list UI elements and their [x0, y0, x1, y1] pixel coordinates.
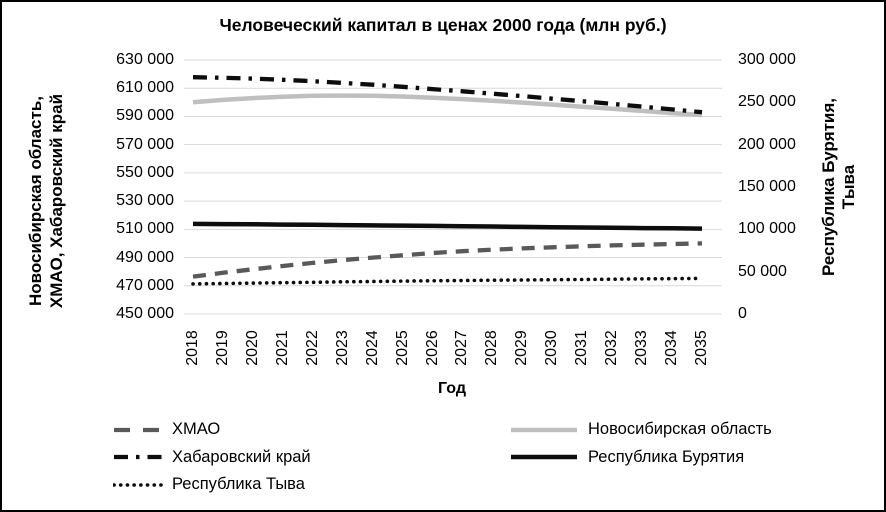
- left-axis-title: Новосибирская область, ХМАО, Хабаровский…: [26, 93, 66, 309]
- right-axis-tick: 50 000: [738, 262, 787, 280]
- x-axis-tick: 2027: [453, 330, 471, 366]
- legend-marker-respublika-buryatia: [511, 454, 577, 460]
- x-axis-tick: 2035: [693, 330, 710, 366]
- legend-label: Республика Тыва: [172, 475, 305, 493]
- legend-label: Хабаровский край: [172, 447, 311, 466]
- right-axis-tick: 200 000: [738, 135, 796, 153]
- left-axis-tick: 590 000: [116, 107, 174, 125]
- x-axis-tick: 2024: [363, 330, 381, 366]
- legend-marker-khabarovskiy-kray: [114, 454, 162, 460]
- chart-title: Человеческий капитал в ценах 2000 года (…: [219, 15, 667, 35]
- legend-label: ХМАО: [172, 420, 221, 438]
- x-axis-tick: 2023: [333, 330, 351, 366]
- legend-marker-novosibirskaya-oblast: [511, 427, 577, 432]
- series-line-respublika-buryatia: [192, 221, 703, 231]
- legend-item-respublika-tyva: Республика Тыва: [113, 471, 305, 498]
- left-axis-tick: 450 000: [116, 305, 174, 322]
- series-line-khabarovskiy-kray: [192, 75, 703, 115]
- series-line-novosibirskaya-oblast: [192, 93, 703, 118]
- x-axis-tick: 2018: [184, 330, 201, 366]
- series-line-respublika-tyva: [191, 276, 704, 286]
- x-axis-tick: 2020: [243, 330, 261, 366]
- x-axis-tick: 2033: [633, 330, 651, 366]
- x-axis-tick: 2022: [303, 330, 321, 366]
- legend-label: Республика Бурятия: [588, 447, 745, 466]
- x-axis-title: Год: [438, 380, 466, 397]
- left-axis-tick: 570 000: [116, 135, 174, 153]
- right-axis-tick: 0: [738, 305, 747, 322]
- right-axis-tick: 250 000: [738, 93, 796, 111]
- left-axis-tick: 630 000: [116, 51, 174, 68]
- legend-marker-khmao: [114, 427, 162, 432]
- x-axis-tick: 2028: [483, 330, 501, 366]
- right-axis-title: Республика Бурятия, Тыва: [819, 97, 858, 277]
- legend-item-khabarovskiy-kray: Хабаровский край: [113, 444, 311, 471]
- left-axis-tick: 550 000: [116, 163, 174, 181]
- legend-item-respublika-buryatia: Республика Бурятия: [510, 444, 744, 471]
- right-axis-tick: 300 000: [738, 51, 796, 68]
- x-axis-tick: 2021: [273, 330, 291, 366]
- right-axis-tick: 100 000: [738, 220, 796, 238]
- x-axis-tick: 2019: [213, 330, 231, 366]
- left-axis-tick: 610 000: [116, 79, 174, 97]
- legend-label: Новосибирская область: [588, 420, 772, 438]
- legend-item-novosibirskaya-oblast: Новосибирская область: [510, 416, 772, 443]
- x-axis-tick: 2030: [543, 330, 561, 366]
- right-axis-tick: 150 000: [738, 178, 796, 195]
- x-axis-tick: 2026: [423, 330, 441, 366]
- x-axis-tick: 2025: [393, 330, 411, 366]
- left-axis-tick: 490 000: [116, 248, 174, 266]
- series-line-khmao: [192, 241, 703, 279]
- left-axis-tick: 510 000: [116, 220, 174, 238]
- left-axis-tick: 470 000: [116, 276, 174, 294]
- left-axis-tick: 530 000: [116, 192, 174, 210]
- x-axis-tick: 2032: [603, 330, 621, 366]
- legend-item-khmao: ХМАО: [113, 416, 220, 443]
- legend-marker-respublika-tyva: [113, 482, 163, 487]
- x-axis-tick: 2031: [573, 330, 591, 366]
- x-axis-tick: 2029: [513, 330, 531, 366]
- x-axis-tick: 2034: [663, 330, 681, 366]
